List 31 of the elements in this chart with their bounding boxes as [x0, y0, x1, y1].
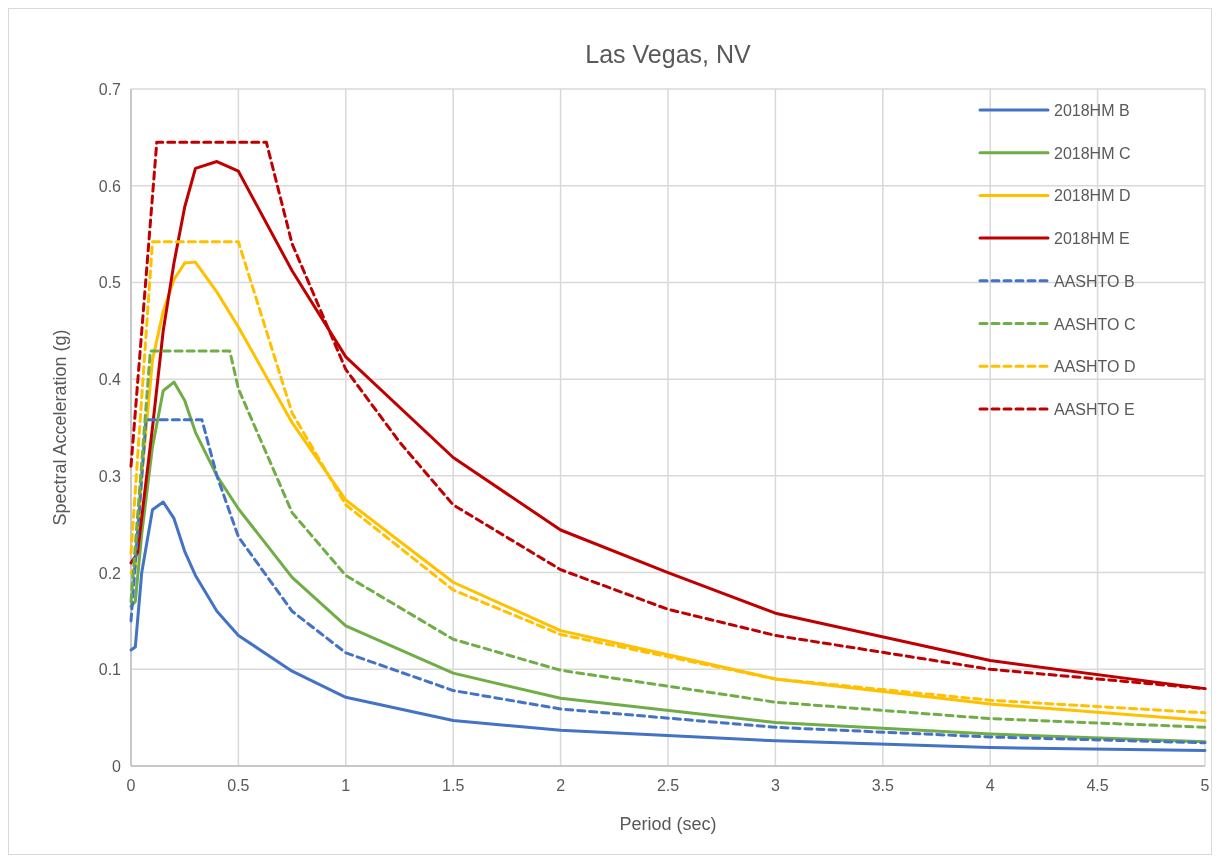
y-tick-label: 0.2 — [98, 564, 122, 582]
x-axis-title: Period (sec) — [619, 814, 717, 834]
y-tick-label: 0.3 — [98, 467, 122, 485]
x-tick-label: 4 — [985, 777, 995, 794]
legend-label: 2018HM B — [1054, 102, 1130, 119]
x-tick-label: 1.5 — [442, 777, 465, 794]
chart-title: Las Vegas, NV — [585, 40, 752, 68]
x-tick-label: 0.5 — [227, 777, 250, 794]
legend-label: AASHTO D — [1054, 358, 1136, 376]
legend-label: AASHTO C — [1054, 315, 1136, 333]
x-tick-label: 3.5 — [871, 777, 895, 794]
y-tick-label: 0.7 — [98, 81, 122, 98]
y-tick-label: 0.1 — [98, 661, 122, 679]
y-tick-label: 0.4 — [98, 371, 122, 389]
y-tick-label: 0 — [112, 758, 122, 775]
x-tick-label: 4.5 — [1086, 777, 1109, 794]
x-tick-label: 0 — [126, 777, 136, 794]
legend-label: 2018HM C — [1054, 144, 1131, 162]
x-tick-label: 2 — [556, 777, 566, 794]
line-series — [129, 500, 1207, 753]
y-axis-title: Spectral Acceleration (g) — [50, 329, 70, 526]
legend-label: 2018HM E — [1054, 230, 1130, 248]
legend-label: AASHTO E — [1054, 400, 1135, 418]
x-tick-label: 3 — [770, 777, 780, 794]
x-tick-label: 2.5 — [656, 777, 680, 794]
y-tick-label: 0.6 — [98, 177, 122, 195]
legend-label: AASHTO B — [1054, 272, 1135, 290]
y-tick-label: 0.5 — [98, 274, 122, 292]
x-tick-label: 5 — [1200, 777, 1210, 794]
legend-label: 2018HM D — [1054, 187, 1131, 205]
x-tick-label: 1 — [341, 777, 351, 794]
